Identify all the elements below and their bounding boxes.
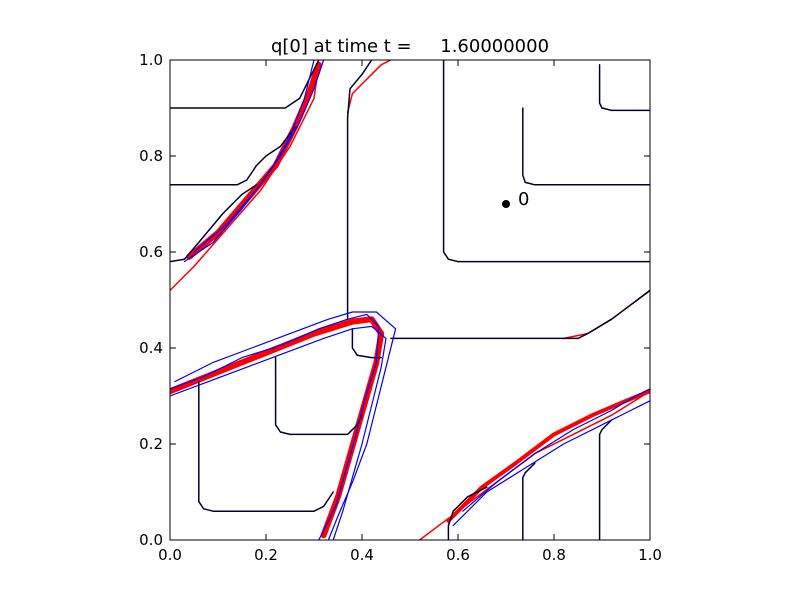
contour-line-23 [170,313,380,540]
contour-line-20 [598,419,613,540]
contour-line-7 [170,60,320,109]
x-tick-label: 0.4 [350,546,374,564]
y-tick-label: 0.2 [139,435,163,453]
marker-layer: 0 [502,189,529,210]
y-tick-label: 0.0 [139,531,163,549]
contour-lines-layer [170,60,650,540]
axes-background [170,60,650,540]
contour-line-15 [198,380,334,512]
y-tick-label: 1.0 [139,51,163,69]
contour-line-26 [452,400,650,527]
x-tick-label: 0.0 [158,546,182,564]
contour-line-17 [351,328,382,359]
contour-line-3 [170,64,320,292]
y-tick-label: 0.4 [139,339,163,357]
contour-line-14 [390,289,650,340]
contour-line-27 [462,388,650,512]
x-axis: 0.0 0.2 0.4 0.6 0.8 1.0 [158,60,662,564]
x-tick-label: 0.8 [542,546,566,564]
contour-line-19 [522,462,536,540]
contour-line-18 [447,486,488,540]
y-axis: 0.0 0.2 0.4 0.6 0.8 1.0 [139,51,650,549]
plot-area: 0 0.0 0.2 0.4 0.6 0.8 1.0 0.0 0.2 0.4 0.6 0.8 1.0 [139,51,662,564]
gauge-point-label: 0 [518,189,529,210]
gauge-point-marker [502,200,510,208]
x-tick-label: 1.0 [638,546,662,564]
x-tick-label: 0.2 [254,546,278,564]
contour-line-16 [274,356,363,436]
contour-line-1 [186,61,322,260]
contour-line-10 [346,60,373,320]
contour-line-12 [522,107,650,186]
axes-frame [169,59,651,541]
contour-line-2 [446,389,650,523]
contour-line-25 [193,60,325,253]
contour-line-6 [346,60,392,114]
contour-line-8 [170,126,296,186]
x-tick-label: 0.6 [446,546,470,564]
contour-line-13 [598,64,650,112]
contour-line-11 [442,60,650,263]
y-tick-label: 0.8 [139,147,163,165]
contour-line-22 [174,311,397,540]
y-tick-label: 0.6 [139,243,163,261]
chart-title: q[0] at time t = 1.60000000 [271,36,549,57]
contour-line-9 [170,184,258,263]
